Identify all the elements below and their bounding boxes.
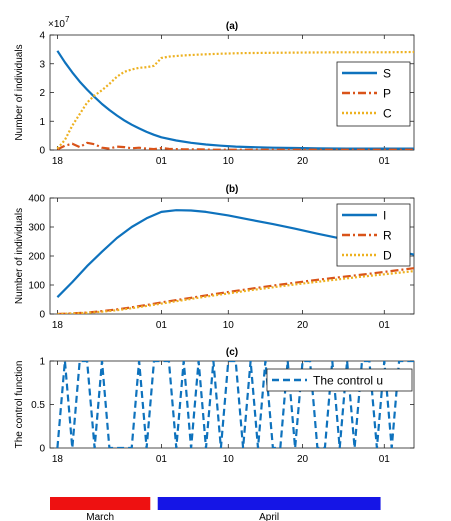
y-tick-label: 2: [39, 88, 45, 99]
legend-entry-label: The control u: [313, 374, 383, 388]
series-line-s: [56, 50, 414, 150]
x-tick-label: 01: [379, 156, 391, 167]
x-tick-label: 18: [52, 156, 64, 167]
legend-entry-label: S: [383, 67, 391, 81]
month-label: April: [259, 512, 279, 521]
month-bar-april: [157, 497, 381, 510]
panel-label: (c): [226, 347, 238, 358]
y-tick-label: 3: [39, 59, 45, 70]
x-tick-label: 20: [297, 454, 309, 465]
series-line-p: [56, 141, 414, 150]
legend-entry-label: C: [383, 107, 392, 121]
y-axis-label: Number of individuals: [14, 44, 25, 140]
legend-entry-label: P: [383, 87, 391, 101]
series-line-c: [56, 50, 414, 150]
x-tick-label: 01: [379, 454, 391, 465]
y-axis-label: The control function: [14, 361, 25, 449]
y-tick-label: 400: [28, 194, 45, 205]
x-tick-label: 10: [223, 156, 235, 167]
y-axis-label: Number of individuals: [14, 208, 25, 304]
y-tick-label: 100: [28, 281, 45, 292]
y-tick-label: 0: [39, 146, 45, 157]
legend-entry-label: D: [383, 249, 392, 263]
x-tick-label: 01: [156, 320, 168, 331]
legend-box: [266, 368, 413, 392]
x-tick-label: 10: [223, 454, 235, 465]
panel-label: (a): [226, 21, 238, 32]
x-tick-label: 18: [52, 454, 64, 465]
y-tick-label: 0.5: [31, 400, 45, 411]
legend: SPC: [336, 61, 411, 127]
y-exponent-label: ×107: [48, 15, 70, 30]
x-tick-label: 20: [297, 156, 309, 167]
legend: The control u: [266, 368, 413, 392]
x-tick-label: 20: [297, 320, 309, 331]
month-timeline: March April: [50, 497, 381, 521]
legend-entry-label: R: [383, 229, 392, 243]
series-line-r: [57, 267, 414, 314]
y-tick-label: 200: [28, 252, 45, 263]
y-tick-label: 0: [39, 444, 45, 455]
series-line-d: [57, 270, 414, 314]
y-tick-label: 300: [28, 223, 45, 234]
y-tick-label: 4: [39, 31, 45, 42]
legend-entry-label: I: [383, 209, 386, 223]
panel-2: 0 100 200 300 400 18 01 10 20 01 (b) Number of indi…: [14, 184, 415, 331]
x-tick-label: 01: [156, 454, 168, 465]
y-tick-label: 0: [39, 310, 45, 321]
legend: IRD: [336, 203, 411, 267]
month-bar-march: [50, 497, 151, 510]
panel-label: (b): [226, 184, 239, 195]
x-tick-label: 18: [52, 320, 64, 331]
x-tick-label: 01: [379, 320, 391, 331]
x-tick-label: 01: [156, 156, 168, 167]
y-tick-label: 1: [39, 357, 45, 368]
panel-3: 0 0.5 1 18 01 10 20 01 (c) The control function Th…: [14, 347, 415, 465]
y-tick-label: 1: [39, 117, 45, 128]
series-line-i: [56, 209, 414, 298]
month-label: March: [86, 512, 114, 521]
x-tick-label: 10: [223, 320, 235, 331]
